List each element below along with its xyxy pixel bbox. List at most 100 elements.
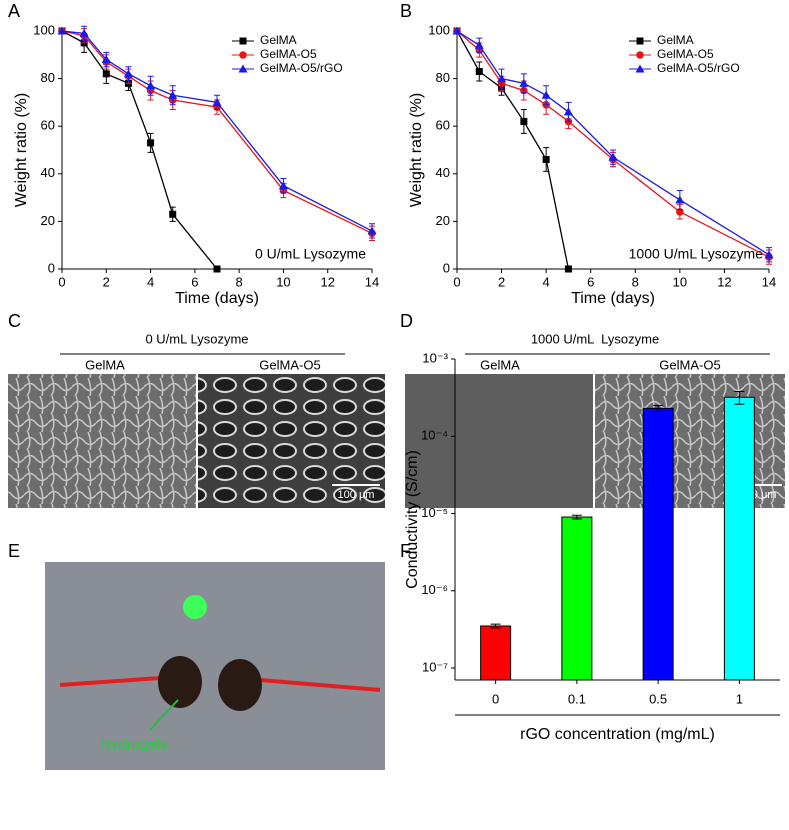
marker xyxy=(636,51,644,59)
bar xyxy=(561,516,593,681)
marker xyxy=(278,181,288,190)
column-label: GelMA-O5 xyxy=(259,357,320,372)
marker xyxy=(608,152,618,161)
marker xyxy=(636,37,644,45)
panel-label: B xyxy=(400,1,412,21)
x-tick-label: 4 xyxy=(147,274,154,289)
column-label: GelMA xyxy=(480,357,520,372)
sem-image xyxy=(8,374,196,508)
bar xyxy=(642,407,674,681)
x-tick-label: 0 xyxy=(453,274,460,289)
panel-label: A xyxy=(8,1,20,21)
x-tick-label: 14 xyxy=(762,274,776,289)
marker xyxy=(57,26,67,35)
y-tick-label: 20 xyxy=(41,213,55,228)
scale-label: 100 μm xyxy=(338,489,375,501)
marker xyxy=(497,74,507,83)
x-tick-label: 4 xyxy=(543,274,550,289)
y-tick-label: 40 xyxy=(41,165,55,180)
panel-heading: 0 U/mL Lysozyme xyxy=(145,331,248,346)
y-tick-label: 10⁻⁶ xyxy=(421,582,448,597)
marker xyxy=(147,139,155,147)
marker xyxy=(238,64,248,73)
marker xyxy=(79,28,89,37)
sem-image xyxy=(595,374,785,508)
marker xyxy=(239,37,247,45)
x-axis-title: rGO concentration (mg/mL) xyxy=(520,726,715,743)
marker xyxy=(212,97,222,106)
y-tick-label: 100 xyxy=(33,22,55,37)
y-axis-title: Weight ratio (%) xyxy=(408,93,425,207)
y-tick-label: 10⁻⁷ xyxy=(422,659,448,674)
bar xyxy=(723,396,755,681)
x-tick-label: 2 xyxy=(103,274,110,289)
marker xyxy=(213,265,221,273)
arrow xyxy=(149,699,179,731)
panel-label: D xyxy=(400,311,413,331)
annotation: 1000 U/mL Lysozyme xyxy=(629,246,764,262)
marker xyxy=(239,51,247,59)
x-tick-label: 2 xyxy=(498,274,505,289)
error-bar xyxy=(734,390,745,405)
marker xyxy=(564,265,572,273)
panel-label: E xyxy=(8,541,20,561)
y-tick-label: 40 xyxy=(436,165,450,180)
legend-label: GelMA-O5/rGO xyxy=(657,61,740,75)
marker xyxy=(101,55,111,64)
x-tick-label: 0.1 xyxy=(568,691,586,706)
error-bar xyxy=(653,405,664,412)
y-tick-label: 80 xyxy=(436,70,450,85)
x-tick-label: 0 xyxy=(492,691,499,706)
error-bar xyxy=(490,623,501,629)
x-tick-label: 12 xyxy=(320,274,334,289)
marker xyxy=(102,70,110,78)
x-tick-label: 6 xyxy=(587,274,594,289)
marker xyxy=(675,195,685,204)
marker xyxy=(563,107,573,116)
led xyxy=(183,595,207,619)
y-tick-label: 10⁻³ xyxy=(422,350,448,365)
error-bar xyxy=(571,514,582,520)
marker xyxy=(764,250,774,259)
series-line xyxy=(61,30,218,270)
x-tick-label: 0.5 xyxy=(649,691,667,706)
y-axis-title: Conductivity (S/cm) xyxy=(404,450,421,589)
column-label: GelMA xyxy=(85,357,125,372)
photo xyxy=(45,562,385,770)
marker xyxy=(520,117,528,125)
marker xyxy=(474,40,484,49)
hydrogel xyxy=(158,656,202,708)
x-axis-title: Time (days) xyxy=(571,290,655,307)
wire xyxy=(259,678,381,692)
legend-label: GelMA xyxy=(657,33,694,47)
x-tick-label: 12 xyxy=(717,274,731,289)
column-label: GelMA-O5 xyxy=(659,357,720,372)
y-tick-label: 60 xyxy=(436,118,450,133)
x-tick-label: 14 xyxy=(365,274,379,289)
marker xyxy=(635,64,645,73)
bar xyxy=(480,625,512,681)
annotation: 0 U/mL Lysozyme xyxy=(255,246,366,262)
legend-label: GelMA xyxy=(260,33,297,47)
y-axis-title: Weight ratio (%) xyxy=(13,93,30,207)
marker xyxy=(475,67,483,75)
panel-label: F xyxy=(400,541,411,561)
y-tick-label: 0 xyxy=(48,260,55,275)
marker xyxy=(123,69,133,78)
marker xyxy=(168,90,178,99)
legend-label: GelMA-O5 xyxy=(260,47,317,61)
annotation: Hydrogels xyxy=(100,736,168,753)
marker xyxy=(519,78,529,87)
y-tick-label: 100 xyxy=(428,22,450,37)
x-tick-label: 10 xyxy=(673,274,687,289)
legend-label: GelMA-O5/rGO xyxy=(260,61,343,75)
x-tick-label: 1 xyxy=(736,691,743,706)
marker xyxy=(542,156,550,164)
x-tick-label: 10 xyxy=(276,274,290,289)
marker xyxy=(146,81,156,90)
panel-label: C xyxy=(8,311,21,331)
y-tick-label: 10⁻⁵ xyxy=(421,505,448,520)
y-tick-label: 80 xyxy=(41,70,55,85)
marker xyxy=(367,226,377,235)
panel-heading: 1000 U/mL Lysozyme xyxy=(531,331,659,346)
